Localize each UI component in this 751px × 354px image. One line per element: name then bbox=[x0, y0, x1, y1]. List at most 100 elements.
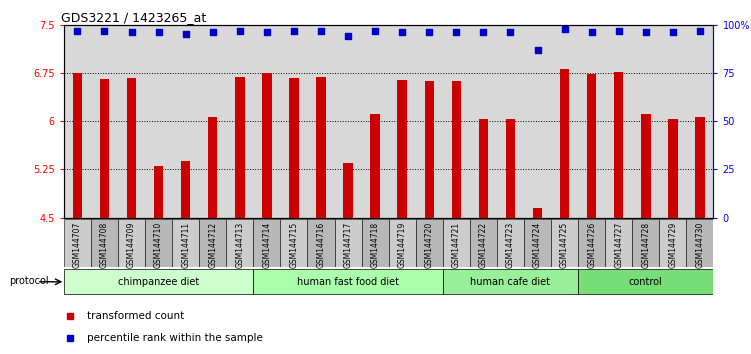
Text: GSM144727: GSM144727 bbox=[614, 222, 623, 268]
Text: GSM144718: GSM144718 bbox=[370, 222, 379, 268]
Bar bbox=[559, 69, 569, 218]
Bar bbox=[100, 79, 109, 218]
Bar bbox=[73, 73, 82, 218]
Point bbox=[234, 28, 246, 33]
Bar bbox=[127, 78, 136, 218]
Bar bbox=[478, 119, 488, 218]
Text: GSM144709: GSM144709 bbox=[127, 222, 136, 268]
Point bbox=[179, 32, 192, 37]
Bar bbox=[235, 77, 245, 218]
Text: GSM144725: GSM144725 bbox=[560, 222, 569, 268]
Bar bbox=[614, 72, 623, 218]
Point bbox=[532, 47, 544, 53]
Text: human fast food diet: human fast food diet bbox=[297, 277, 399, 287]
Point bbox=[613, 28, 625, 33]
Point bbox=[342, 34, 354, 39]
Point bbox=[397, 30, 409, 35]
Bar bbox=[451, 81, 461, 218]
Bar bbox=[226, 219, 253, 267]
Bar bbox=[505, 119, 515, 218]
Bar bbox=[343, 163, 353, 218]
Bar bbox=[416, 219, 443, 267]
Text: GSM144729: GSM144729 bbox=[668, 222, 677, 268]
Text: GSM144712: GSM144712 bbox=[208, 222, 217, 268]
Point bbox=[667, 30, 679, 35]
Bar bbox=[64, 269, 253, 294]
Text: protocol: protocol bbox=[9, 276, 49, 286]
Text: transformed count: transformed count bbox=[86, 311, 184, 321]
Bar bbox=[370, 114, 380, 218]
Bar bbox=[532, 208, 542, 218]
Bar bbox=[659, 219, 686, 267]
Point bbox=[98, 28, 110, 33]
Bar bbox=[172, 219, 199, 267]
Text: GSM144710: GSM144710 bbox=[154, 222, 163, 268]
Bar bbox=[397, 80, 407, 218]
Text: GSM144716: GSM144716 bbox=[316, 222, 325, 268]
Bar bbox=[307, 219, 334, 267]
Text: GSM144711: GSM144711 bbox=[181, 222, 190, 268]
Point bbox=[369, 28, 381, 33]
Text: GSM144707: GSM144707 bbox=[73, 222, 82, 268]
Bar bbox=[605, 219, 632, 267]
Bar bbox=[91, 219, 118, 267]
Text: control: control bbox=[629, 277, 662, 287]
Point bbox=[424, 30, 436, 35]
Text: GSM144723: GSM144723 bbox=[506, 222, 515, 268]
Bar bbox=[587, 74, 596, 218]
Point bbox=[451, 30, 463, 35]
Point bbox=[505, 30, 517, 35]
Bar bbox=[551, 219, 578, 267]
Text: GDS3221 / 1423265_at: GDS3221 / 1423265_at bbox=[61, 11, 206, 24]
Text: GSM144719: GSM144719 bbox=[398, 222, 407, 268]
Bar bbox=[632, 219, 659, 267]
Point bbox=[288, 28, 300, 33]
Bar bbox=[280, 219, 307, 267]
Bar bbox=[253, 219, 280, 267]
Text: human cafe diet: human cafe diet bbox=[470, 277, 550, 287]
Bar bbox=[443, 269, 578, 294]
Point bbox=[694, 28, 706, 33]
Bar bbox=[578, 269, 713, 294]
Bar bbox=[497, 219, 524, 267]
Bar bbox=[253, 269, 443, 294]
Text: GSM144713: GSM144713 bbox=[235, 222, 244, 268]
Text: GSM144717: GSM144717 bbox=[343, 222, 352, 268]
Text: GSM144714: GSM144714 bbox=[262, 222, 271, 268]
Text: GSM144721: GSM144721 bbox=[452, 222, 461, 268]
Point bbox=[152, 30, 164, 35]
Bar bbox=[64, 219, 91, 267]
Bar bbox=[118, 219, 145, 267]
Text: GSM144724: GSM144724 bbox=[533, 222, 542, 268]
Bar bbox=[208, 118, 218, 218]
Bar bbox=[361, 219, 389, 267]
Text: GSM144728: GSM144728 bbox=[641, 222, 650, 268]
Text: GSM144722: GSM144722 bbox=[479, 222, 488, 268]
Bar bbox=[695, 117, 704, 218]
Point bbox=[125, 30, 137, 35]
Bar bbox=[181, 161, 190, 218]
Text: GSM144730: GSM144730 bbox=[695, 222, 704, 268]
Bar bbox=[289, 78, 299, 218]
Point bbox=[207, 30, 219, 35]
Text: GSM144726: GSM144726 bbox=[587, 222, 596, 268]
Point bbox=[71, 28, 83, 33]
Bar bbox=[424, 81, 434, 218]
Point bbox=[478, 30, 490, 35]
Bar bbox=[199, 219, 226, 267]
Point bbox=[261, 30, 273, 35]
Bar bbox=[641, 114, 650, 218]
Text: GSM144708: GSM144708 bbox=[100, 222, 109, 268]
Text: chimpanzee diet: chimpanzee diet bbox=[118, 277, 199, 287]
Bar bbox=[389, 219, 416, 267]
Point bbox=[640, 30, 652, 35]
Bar bbox=[443, 219, 470, 267]
Point bbox=[559, 26, 571, 32]
Bar bbox=[316, 77, 326, 218]
Bar bbox=[578, 219, 605, 267]
Point bbox=[315, 28, 327, 33]
Bar bbox=[262, 73, 272, 218]
Bar bbox=[686, 219, 713, 267]
Text: percentile rank within the sample: percentile rank within the sample bbox=[86, 333, 262, 343]
Bar bbox=[154, 166, 163, 218]
